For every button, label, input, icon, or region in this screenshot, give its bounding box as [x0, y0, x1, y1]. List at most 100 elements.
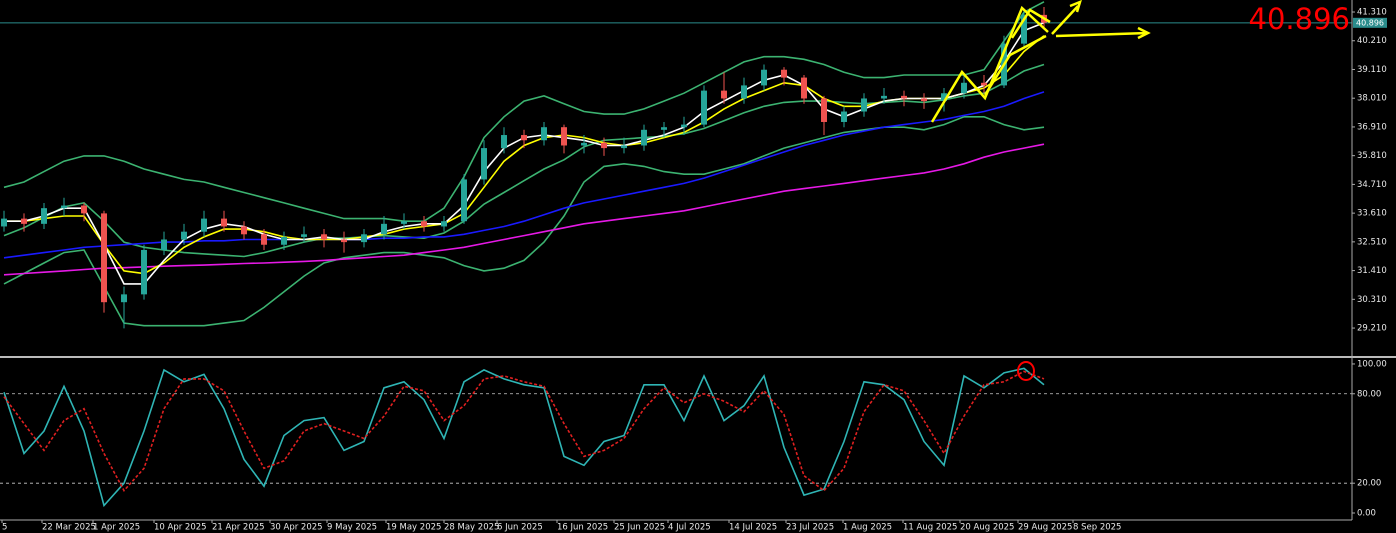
y-tick-label: 0.00	[1357, 508, 1376, 518]
x-tick-label: 22 Mar 2025	[42, 523, 96, 533]
highlight-circle	[1017, 361, 1035, 381]
x-tick-label: 1 Aug 2025	[843, 523, 892, 533]
y-tick-label: 20.00	[1357, 479, 1381, 489]
candle-body	[141, 249, 147, 295]
y-tick-label: 38.010	[1357, 94, 1387, 104]
y-tick-label: 36.910	[1357, 122, 1387, 132]
candle-body	[301, 234, 307, 237]
candle-body	[41, 208, 47, 224]
arrowhead	[1069, 0, 1082, 13]
candle-body	[621, 145, 627, 149]
price-callout: 40.896	[1249, 2, 1350, 36]
line	[3, 143, 1045, 276]
candle-body	[221, 218, 227, 227]
y-tick-label: 35.810	[1357, 151, 1387, 161]
candle-body	[721, 90, 727, 99]
candle-body	[281, 236, 287, 245]
x-tick-label: 20 Aug 2025	[960, 523, 1014, 533]
x-tick-label: 28 May 2025	[444, 523, 499, 533]
x-tick-label: 14 Jul 2025	[729, 523, 777, 533]
candle-body	[881, 95, 887, 99]
arrow	[930, 5, 1049, 123]
candle-body	[1021, 14, 1027, 44]
y-tick-label: 40.210	[1357, 36, 1387, 46]
candle-body	[821, 98, 827, 122]
arrow	[1010, 8, 1051, 39]
arrow	[1051, 5, 1079, 35]
y-tick-label: 31.410	[1357, 266, 1387, 276]
x-tick-label: 5	[2, 523, 7, 533]
arrow	[1055, 31, 1147, 38]
candle-body	[561, 127, 567, 146]
candle-body	[161, 239, 167, 250]
y-tick-label: 32.510	[1357, 237, 1387, 247]
x-tick-label: 25 Jun 2025	[614, 523, 665, 533]
y-tick-label: 100.00	[1357, 359, 1387, 369]
line	[3, 1, 1045, 222]
candle-body	[641, 129, 647, 146]
candle-body	[781, 69, 787, 78]
candle-body	[581, 142, 587, 146]
candle-body	[261, 234, 267, 245]
x-tick-label: 4 Jul 2025	[668, 523, 711, 533]
candle-body	[841, 111, 847, 122]
y-tick-label: 33.610	[1357, 209, 1387, 219]
x-tick-label: 1 Apr 2025	[93, 523, 140, 533]
x-tick-label: 30 Apr 2025	[270, 523, 323, 533]
candle-body	[381, 223, 387, 235]
x-tick-label: 10 Apr 2025	[154, 523, 207, 533]
candle-body	[401, 221, 407, 224]
y-tick-label: 39.110	[1357, 65, 1387, 75]
candle-body	[81, 205, 87, 214]
candle-body	[21, 218, 27, 224]
candle-body	[501, 135, 507, 149]
candle-body	[521, 135, 527, 141]
candle-body	[981, 82, 987, 86]
candle-body	[901, 95, 907, 99]
x-tick-label: 16 Jun 2025	[557, 523, 608, 533]
candle-body	[481, 148, 487, 180]
candle-body	[361, 234, 367, 243]
candle-body	[461, 179, 467, 222]
candle-body	[441, 221, 447, 227]
y-tick-label: 34.710	[1357, 180, 1387, 190]
x-tick-label: 19 May 2025	[386, 523, 441, 533]
candle-body	[801, 77, 807, 99]
y-tick-label: 80.00	[1357, 389, 1381, 399]
x-tick-label: 9 May 2025	[327, 523, 377, 533]
annotation-arrows	[930, 0, 1151, 123]
candle-body	[321, 234, 327, 240]
candle-body	[921, 98, 927, 102]
x-tick-label: 23 Jul 2025	[786, 523, 834, 533]
line	[3, 91, 1045, 259]
candle-body	[341, 239, 347, 243]
candle-body	[101, 213, 107, 303]
y-tick-label: 29.210	[1357, 324, 1387, 334]
candle-body	[941, 93, 947, 102]
y-tick-label: 41.310	[1357, 8, 1387, 18]
price-label-box	[1353, 17, 1387, 28]
x-tick-label: 29 Aug 2025	[1018, 523, 1072, 533]
x-tick-label: 6 Jun 2025	[497, 523, 543, 533]
candle-body	[541, 127, 547, 141]
candle-body	[421, 221, 427, 227]
price-label: 40.896	[1356, 18, 1384, 27]
arrowhead	[1137, 26, 1151, 40]
arrow	[983, 34, 1047, 96]
candle-body	[241, 226, 247, 235]
candle-body	[961, 82, 967, 94]
candle-body	[1, 218, 7, 227]
x-tick-label: 8 Sep 2025	[1073, 523, 1121, 533]
candle-body	[681, 124, 687, 128]
candle-body	[601, 142, 607, 149]
candle-body	[121, 294, 127, 303]
x-tick-label: 11 Aug 2025	[903, 523, 957, 533]
candle-body	[741, 85, 747, 99]
candle-body	[201, 218, 207, 232]
line	[3, 370, 1045, 492]
candle-body	[701, 90, 707, 125]
candle-body	[861, 98, 867, 112]
